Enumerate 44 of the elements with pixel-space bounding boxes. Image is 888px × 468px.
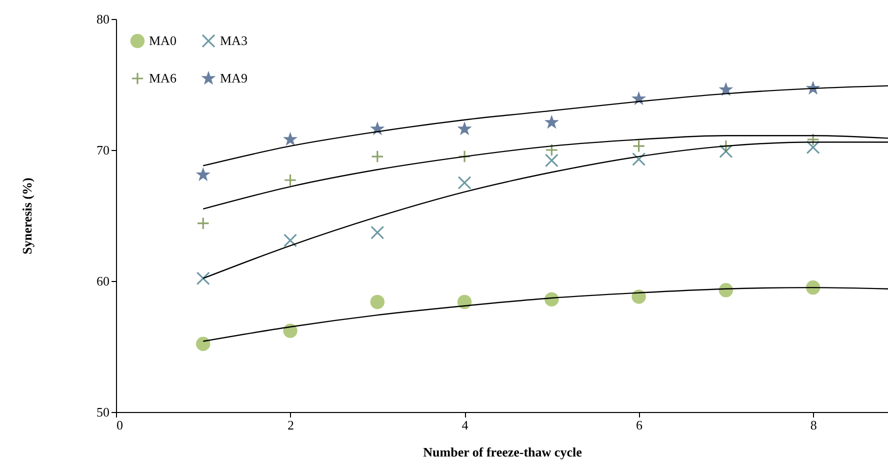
point: [632, 140, 646, 152]
point: [632, 152, 646, 166]
point: [458, 176, 472, 190]
point: [720, 84, 732, 95]
point: [806, 280, 820, 295]
point: [284, 133, 296, 145]
x-tick-label: 8: [810, 418, 817, 432]
point: [196, 336, 210, 351]
point: [719, 144, 733, 158]
line-series: [202, 134, 888, 210]
point: [546, 116, 558, 128]
legend-label: MA0: [149, 32, 176, 48]
point: [458, 150, 471, 163]
point: [457, 294, 472, 310]
point: [196, 272, 210, 286]
y-tick-label: 50: [96, 404, 110, 420]
legend-label: MA9: [220, 70, 248, 86]
point: [370, 294, 385, 310]
point: [458, 122, 470, 134]
x-tick-label: 4: [462, 418, 469, 432]
point: [196, 216, 210, 230]
point: [197, 168, 209, 180]
x-axis-title: Number of freeze-thaw cycle: [423, 444, 582, 460]
point: [720, 140, 732, 152]
point: [283, 234, 298, 248]
line-series: [202, 142, 888, 279]
point: [544, 154, 558, 168]
point: [545, 144, 558, 156]
y-tick-label: 70: [96, 142, 110, 158]
point: [632, 290, 646, 304]
x-tick-label: 0: [116, 418, 123, 432]
legend-label: MA3: [220, 32, 248, 48]
x-tick-label: 2: [288, 418, 294, 432]
x-tick-label: 6: [636, 418, 644, 432]
point: [284, 174, 297, 187]
point: [370, 226, 384, 240]
point: [806, 133, 820, 146]
y-tick-label: 60: [96, 274, 110, 288]
point: [283, 324, 298, 338]
legend-label: MA6: [149, 70, 177, 86]
point: [806, 140, 820, 154]
y-axis-title: Syneresis (%): [20, 178, 34, 254]
point: [370, 150, 384, 163]
y-tick-label: 80: [96, 12, 110, 26]
